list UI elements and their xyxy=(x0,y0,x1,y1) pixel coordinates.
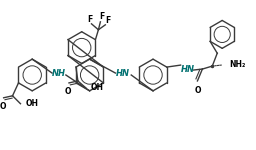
Text: O: O xyxy=(0,102,6,111)
Text: O: O xyxy=(65,87,71,96)
Text: O: O xyxy=(194,86,201,95)
Text: F: F xyxy=(99,12,104,21)
Text: NH: NH xyxy=(52,69,66,78)
Text: OH: OH xyxy=(91,83,104,92)
Text: F: F xyxy=(87,15,92,24)
Text: OH: OH xyxy=(25,99,38,108)
Text: HN: HN xyxy=(116,69,130,78)
Text: HN: HN xyxy=(180,64,195,74)
Text: NH₂: NH₂ xyxy=(229,60,246,69)
Text: F: F xyxy=(106,16,111,25)
